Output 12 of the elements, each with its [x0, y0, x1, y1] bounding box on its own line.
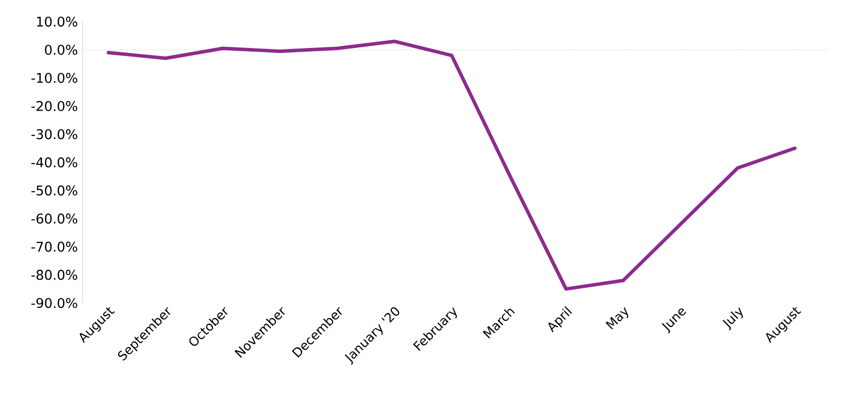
y-tick-label: 0.0% [44, 44, 78, 55]
y-tick-label: -90.0% [31, 298, 78, 308]
y-tick-label: -40.0% [31, 157, 78, 168]
y-tick-label: 10.0% [37, 16, 78, 27]
line-series [106, 40, 797, 291]
y-tick-label: -20.0% [31, 101, 78, 112]
y-tick-label: -50.0% [31, 185, 78, 196]
y-tick-label: -70.0% [31, 242, 78, 252]
y-tick-label: -10.0% [31, 72, 78, 83]
y-tick-label: -60.0% [31, 214, 78, 224]
y-tick-label: -30.0% [31, 129, 78, 140]
y-tick-label: -80.0% [31, 270, 78, 280]
